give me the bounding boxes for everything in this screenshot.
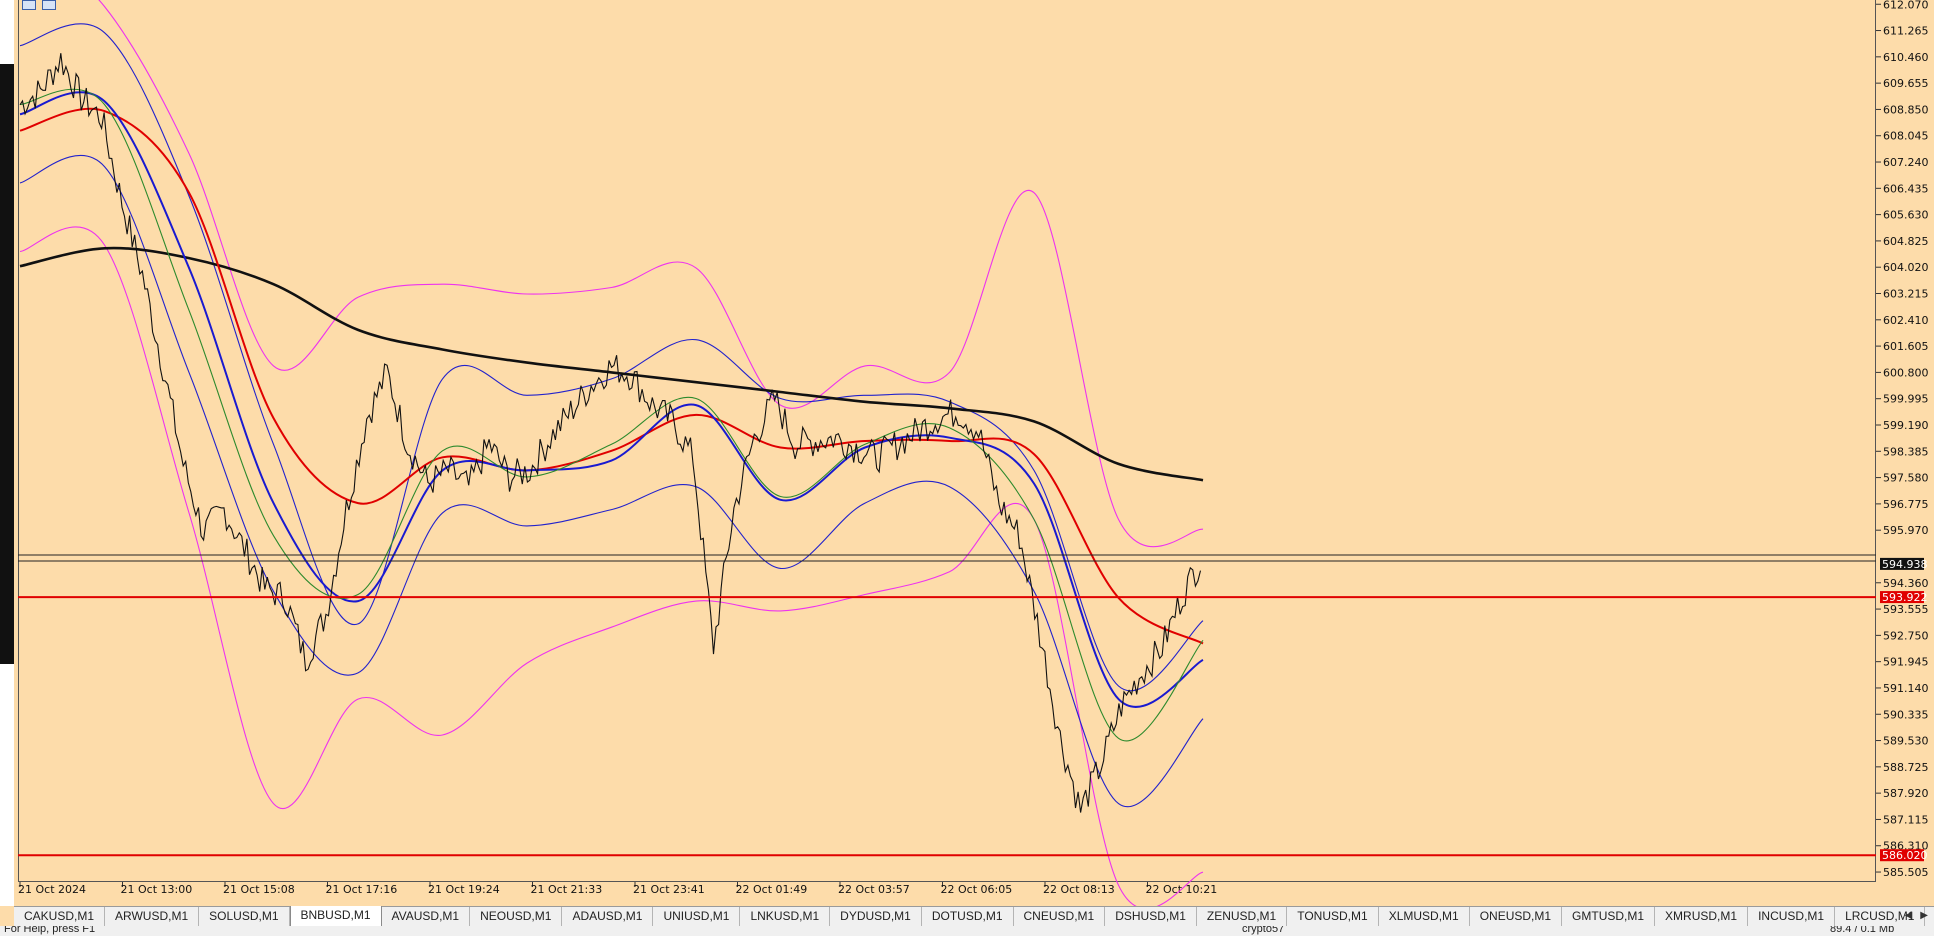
y-tick-label: 588.725	[1883, 761, 1929, 774]
x-tick-label: 21 Oct 2024	[18, 883, 86, 896]
x-tick-label: 21 Oct 17:16	[326, 883, 398, 896]
current-price-label: 594.938	[1882, 558, 1928, 571]
y-tick-label: 587.115	[1883, 813, 1929, 826]
y-tick-label: 587.920	[1883, 787, 1929, 800]
y-tick-label: 594.360	[1883, 577, 1929, 590]
y-tick-label: 608.850	[1883, 103, 1929, 116]
y-tick-label: 591.945	[1883, 656, 1929, 669]
tab-scroll-left-icon[interactable]: ◀	[1904, 910, 1913, 921]
status-bar: For Help, press F1 crypto57 89.4 / 0.1 M…	[0, 926, 1934, 936]
tab-scroll-controls: ◀ ▶	[1905, 906, 1928, 926]
y-tick-label: 604.825	[1883, 235, 1929, 248]
y-tick-label: 599.995	[1883, 393, 1929, 406]
symbol-tab[interactable]: AVAUSD,M1	[382, 907, 471, 927]
symbol-tab[interactable]: NEOUSD,M1	[470, 907, 563, 927]
symbol-tab[interactable]: CNEUSD,M1	[1014, 907, 1106, 927]
symbol-tab[interactable]: LRCUSD,M1	[1835, 907, 1926, 927]
left-panel-edge	[0, 64, 14, 664]
symbol-tab[interactable]: DSHUSD,M1	[1105, 907, 1197, 927]
y-tick-label: 601.605	[1883, 340, 1929, 353]
indicator-line	[19, 154, 1204, 808]
symbol-tab[interactable]: XMRUSD,M1	[1655, 907, 1749, 927]
level-price-tag	[1880, 849, 1924, 862]
y-tick-label: 597.580	[1883, 472, 1929, 485]
y-tick-label: 603.215	[1883, 288, 1929, 301]
x-tick-label: 21 Oct 19:24	[428, 883, 500, 896]
y-tick-label: 595.970	[1883, 524, 1929, 537]
y-tick-label: 608.045	[1883, 130, 1929, 143]
symbol-tab[interactable]: ZENUSD,M1	[1197, 907, 1288, 927]
y-tick-label: 600.800	[1883, 366, 1929, 379]
level-price-label: 586.020	[1882, 849, 1928, 862]
price-chart[interactable]: 612.070 611.265 610.460 609.655 608.850 608.0…	[0, 0, 1934, 906]
y-tick-label: 606.435	[1883, 182, 1929, 195]
x-tick-label: 21 Oct 23:41	[633, 883, 705, 896]
symbol-tab[interactable]: ONEUSD,M1	[1470, 907, 1563, 927]
indicator-line	[19, 246, 1204, 482]
y-tick-label: 612.070	[1883, 0, 1929, 11]
symbol-tab-bar: CAKUSD,M1 ARWUSD,M1 SOLUSD,M1 BNBUSD,M1 AVAU…	[14, 906, 1934, 927]
symbol-tab[interactable]: SOLUSD,M1	[199, 907, 290, 927]
x-tick-label: 21 Oct 21:33	[531, 883, 603, 896]
level-price-label: 593.922	[1882, 591, 1928, 604]
symbol-tab[interactable]: DOTUSD,M1	[922, 907, 1014, 927]
chart-window-icon[interactable]	[42, 0, 56, 10]
indicator-line	[19, 23, 1204, 692]
symbol-tab[interactable]: DYDUSD,M1	[830, 907, 922, 927]
symbol-tab[interactable]: GMTUSD,M1	[1562, 907, 1656, 927]
status-help-text: For Help, press F1	[4, 926, 96, 935]
y-tick-label: 585.505	[1883, 866, 1929, 879]
symbol-tab[interactable]: UNIUSD,M1	[653, 907, 741, 927]
y-tick-label: 590.335	[1883, 708, 1929, 721]
symbol-tab[interactable]: BNBUSD,M1	[289, 906, 382, 927]
x-tick-label: 22 Oct 03:57	[838, 883, 910, 896]
y-tick-label: 610.460	[1883, 51, 1929, 64]
y-tick-label: 592.750	[1883, 629, 1929, 642]
chart-plot-area[interactable]	[18, 0, 1876, 882]
x-tick-label: 22 Oct 06:05	[941, 883, 1013, 896]
current-price-tag	[1880, 557, 1924, 570]
tab-scroll-right-icon[interactable]: ▶	[1920, 910, 1928, 921]
x-tick-label: 22 Oct 01:49	[736, 883, 808, 896]
chart-toolbar	[22, 0, 56, 10]
y-tick-label: 596.775	[1883, 498, 1929, 511]
symbol-tab[interactable]: ADAUSD,M1	[562, 907, 654, 927]
symbol-tab[interactable]: XLMUSD,M1	[1379, 907, 1470, 927]
symbol-tab[interactable]: ARWUSD,M1	[105, 907, 200, 927]
x-tick-label: 22 Oct 08:13	[1043, 883, 1115, 896]
y-tick-label: 604.020	[1883, 261, 1929, 274]
y-tick-label: 611.265	[1883, 25, 1929, 38]
status-traffic: 89.4 / 0.1 Mb	[1830, 926, 1895, 935]
y-tick-label: 607.240	[1883, 156, 1929, 169]
left-panel-strip	[0, 0, 14, 906]
symbol-tab[interactable]: LNKUSD,M1	[740, 907, 831, 927]
level-price-tag	[1880, 591, 1924, 604]
indicator-line	[19, 88, 1204, 742]
symbol-tab[interactable]: TONUSD,M1	[1287, 907, 1379, 927]
x-tick-label: 21 Oct 13:00	[121, 883, 193, 896]
x-tick-label: 21 Oct 15:08	[223, 883, 295, 896]
chart-grid-icon[interactable]	[22, 0, 36, 10]
y-tick-label: 593.555	[1883, 603, 1929, 616]
y-tick-label: 602.410	[1883, 314, 1929, 327]
y-tick-label: 589.530	[1883, 735, 1929, 748]
y-tick-label: 605.630	[1883, 209, 1929, 222]
y-tick-label: 609.655	[1883, 77, 1929, 90]
indicator-line	[19, 107, 1204, 645]
y-tick-label: 598.385	[1883, 445, 1929, 458]
status-profile: crypto57	[1242, 926, 1285, 935]
y-tick-label: 591.140	[1883, 682, 1929, 695]
y-tick-label: 599.190	[1883, 419, 1929, 432]
symbol-tab[interactable]: INCUSD,M1	[1748, 907, 1836, 927]
indicator-line	[98, 0, 1204, 548]
symbol-tab[interactable]: CAKUSD,M1	[14, 907, 106, 927]
indicator-line	[19, 91, 1204, 708]
price-line	[19, 53, 1202, 813]
